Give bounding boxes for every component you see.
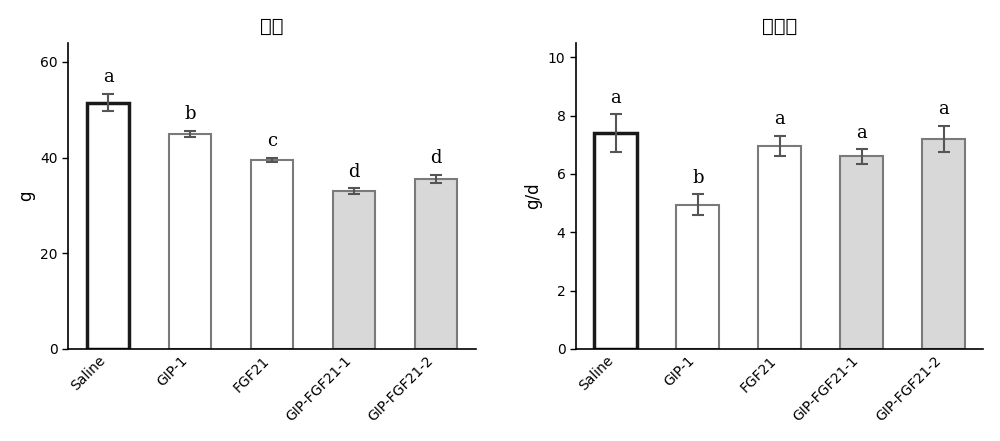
Title: 体重: 体重 <box>260 17 284 36</box>
Bar <box>333 191 375 349</box>
Bar <box>87 103 129 349</box>
Title: 饮食量: 饮食量 <box>762 17 797 36</box>
Bar <box>251 160 293 349</box>
Bar <box>758 146 801 349</box>
Bar <box>415 179 457 349</box>
Bar <box>840 157 883 349</box>
Text: d: d <box>430 149 442 167</box>
Bar <box>169 134 211 349</box>
Y-axis label: g/d: g/d <box>524 183 542 209</box>
Text: a: a <box>610 89 621 107</box>
Bar <box>676 205 719 349</box>
Y-axis label: g: g <box>17 191 35 201</box>
Text: a: a <box>938 100 949 118</box>
Text: b: b <box>184 105 196 123</box>
Text: a: a <box>856 123 867 142</box>
Text: d: d <box>348 163 360 180</box>
Bar <box>922 139 965 349</box>
Text: a: a <box>103 68 113 86</box>
Bar <box>594 133 637 349</box>
Text: c: c <box>267 132 277 150</box>
Text: b: b <box>692 169 703 187</box>
Text: a: a <box>774 110 785 128</box>
